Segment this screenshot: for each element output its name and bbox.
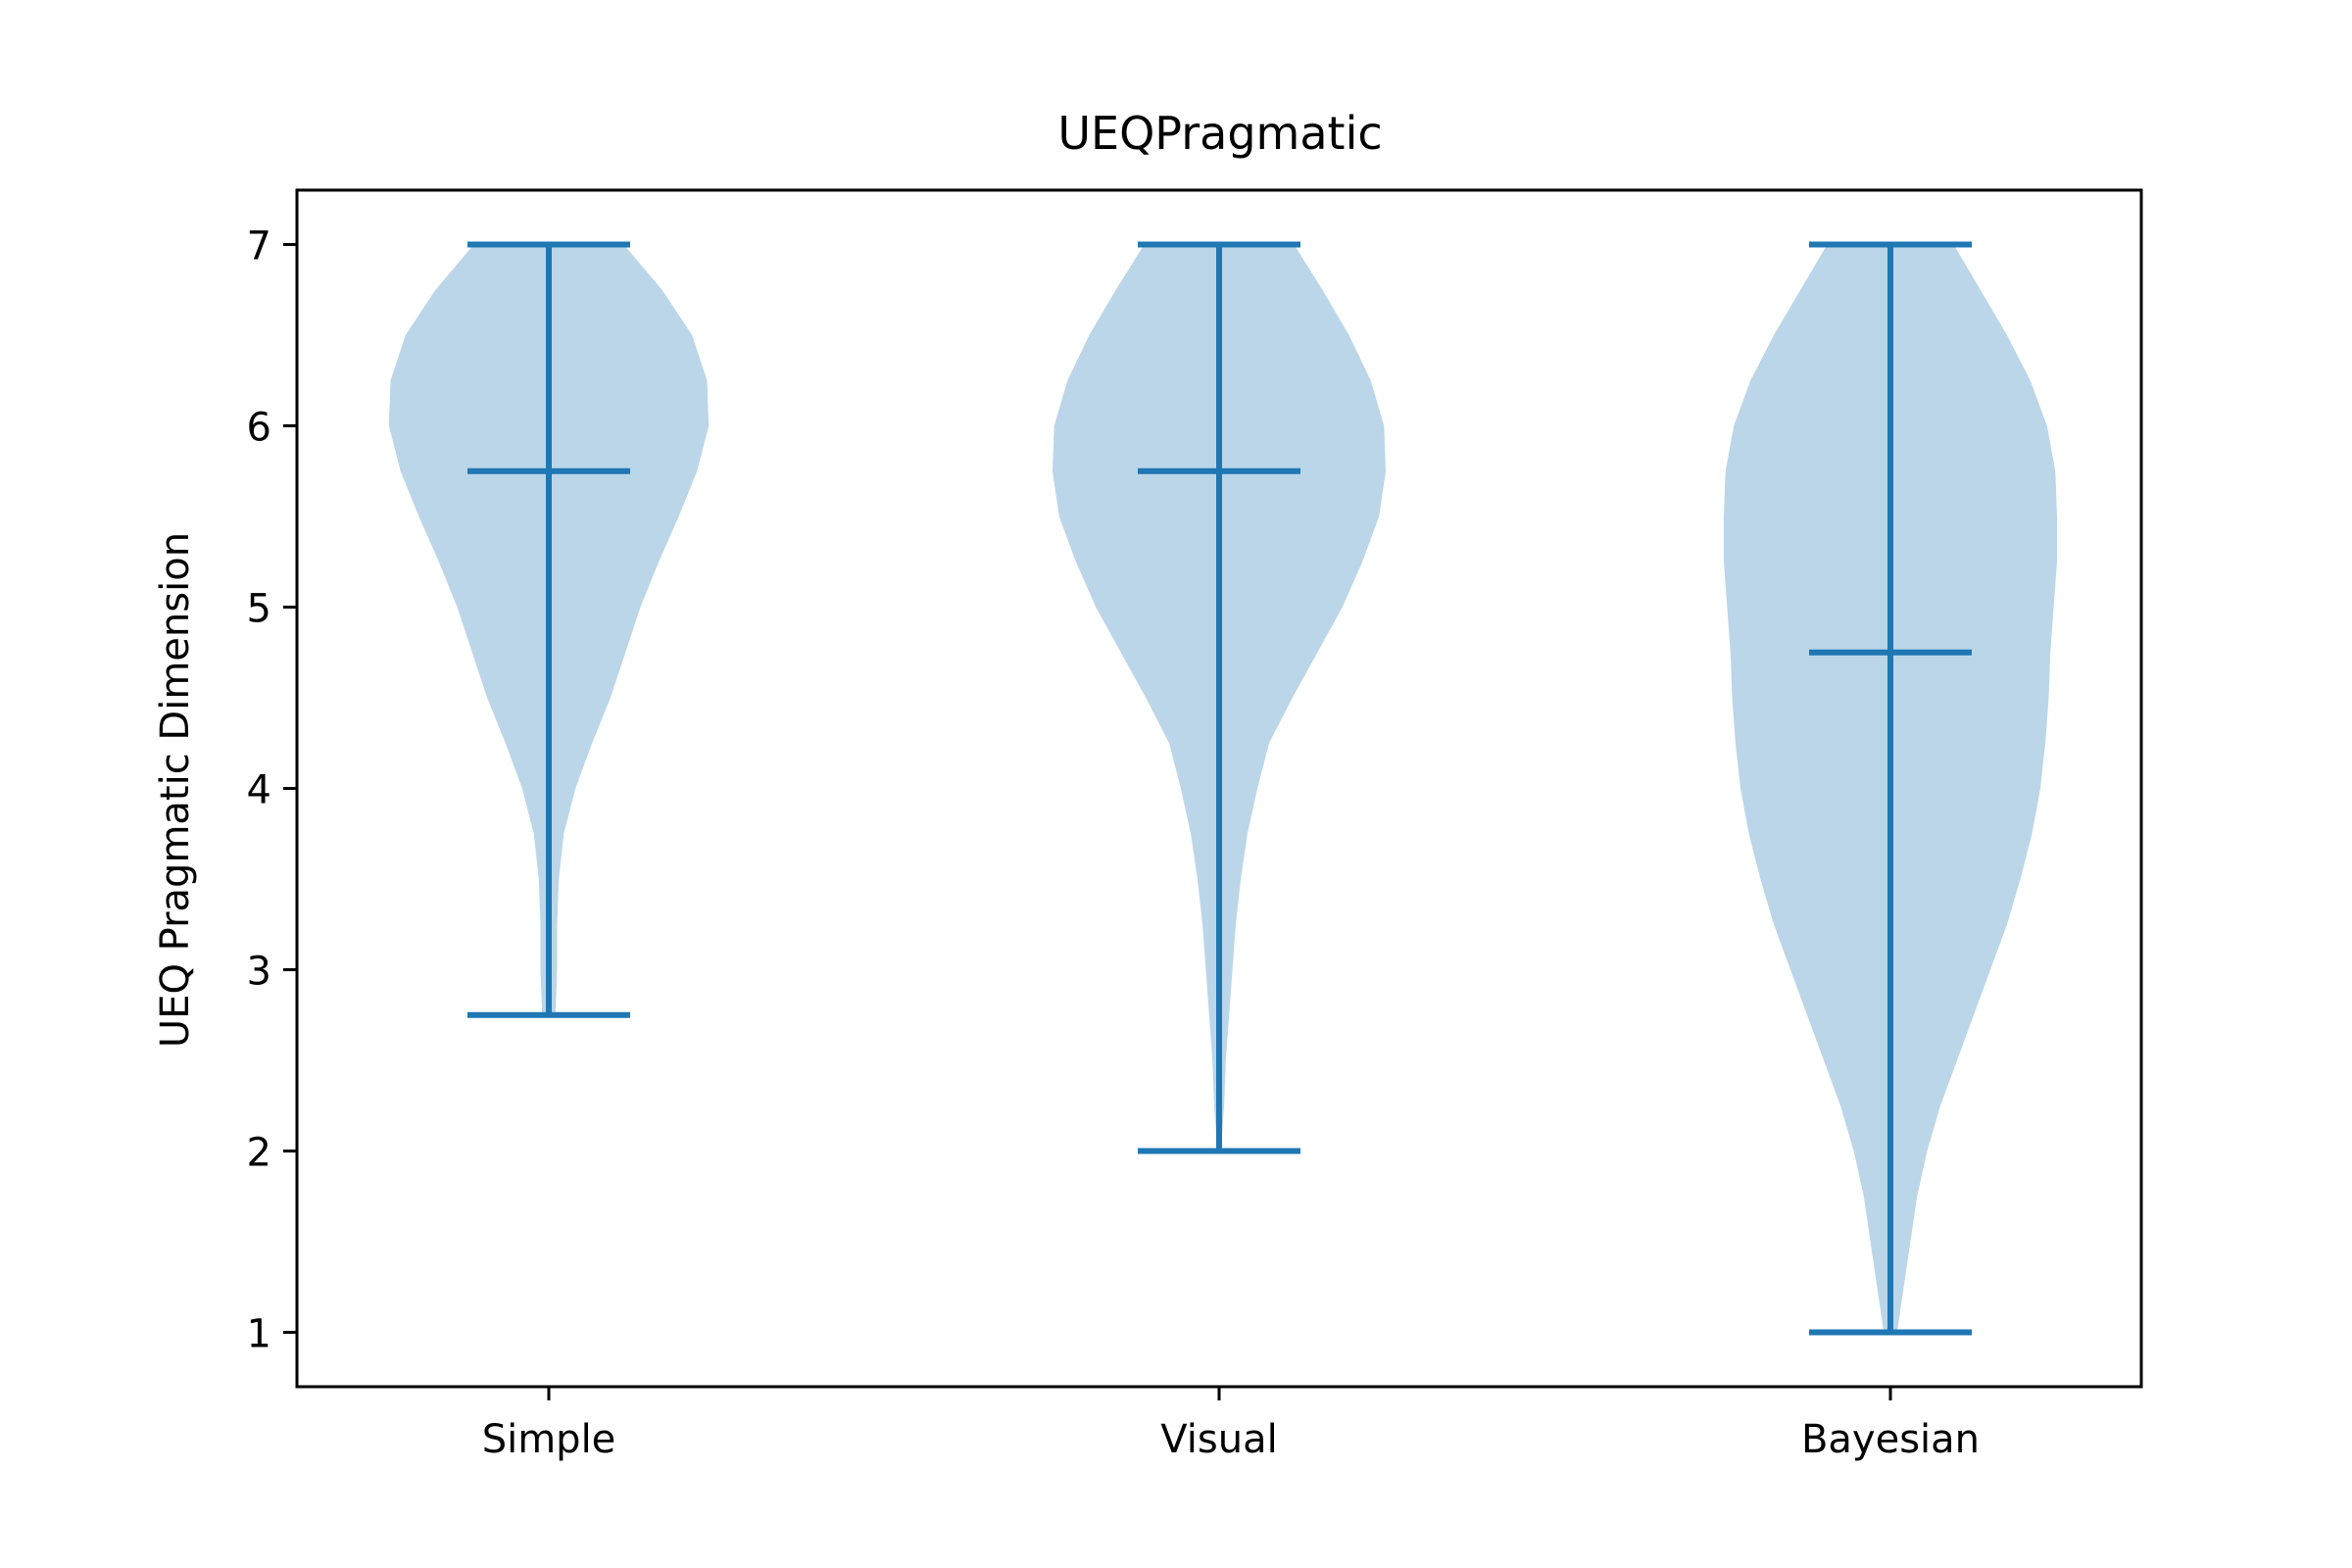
plot-area-frame [295,188,2143,1389]
y-tick-label: 5 [247,587,271,632]
violin-simple [388,241,710,1018]
y-tick-label: 7 [247,224,271,270]
violins-group [388,241,2057,1336]
y-tick-label: 1 [247,1312,271,1357]
y-tick-label: 3 [247,950,271,995]
x-tick-label-bayesian: Bayesian [1801,1417,1980,1462]
y-tick-label: 6 [247,406,271,451]
violin-visual [1053,241,1386,1154]
y-tick-label: 2 [247,1131,271,1176]
x-tick-label-visual: Visual [1160,1417,1277,1462]
x-axis-ticks: Simple Visual Bayesian [482,1387,1980,1462]
y-tick-label: 4 [247,768,271,813]
violin-bayesian [1724,241,2057,1336]
y-axis-ticks: 1 2 3 4 5 6 7 [247,224,297,1357]
y-axis-label: UEQ Pragmatic Dimension [153,532,198,1048]
x-tick-label-simple: Simple [482,1417,616,1462]
chart-title: UEQPragmatic [1057,107,1382,160]
